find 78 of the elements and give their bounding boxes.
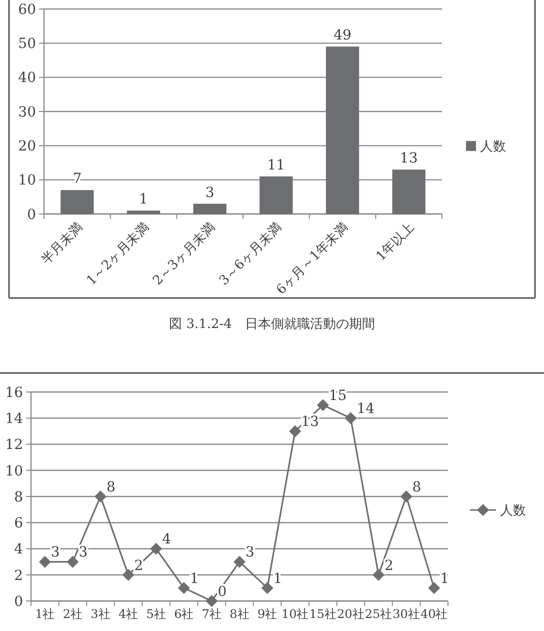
data-label: 1 (139, 192, 148, 208)
y-tick-label: 0 (14, 594, 23, 610)
y-tick-label: 14 (5, 411, 24, 428)
caption: 図 3.1.2-4 日本側就職活動の期間 (169, 317, 375, 332)
x-tick-label: 1年以上 (374, 220, 418, 264)
point (372, 568, 384, 581)
x-tick-label: 5社 (146, 607, 166, 621)
x-tick-label: 3社 (90, 607, 110, 621)
y-tick-label: 12 (5, 437, 23, 454)
y-tick-label: 2 (14, 568, 23, 584)
bar (193, 204, 226, 214)
x-tick-label: 4社 (118, 607, 138, 621)
x-tick-label: 7社 (202, 607, 222, 621)
x-tick-label: 30社 (392, 607, 420, 621)
point (261, 582, 274, 594)
data-label: 11 (267, 157, 286, 174)
x-tick-label: 1～2ヶ月未満 (84, 220, 152, 288)
x-tick-label: 20社 (337, 607, 364, 621)
data-label: 15 (328, 388, 347, 404)
y-tick-label: 16 (5, 384, 24, 401)
x-tick-label: 1社 (35, 607, 55, 621)
data-label: 8 (106, 479, 116, 496)
y-tick-label: 8 (14, 489, 23, 506)
y-tick-label: 30 (18, 104, 36, 120)
legend-label: 人数 (480, 140, 506, 155)
x-tick-label: 25社 (364, 607, 392, 621)
bar (392, 170, 426, 214)
data-label: 1 (273, 570, 282, 587)
data-label: 3 (50, 544, 60, 561)
point (178, 582, 190, 594)
data-label: 8 (412, 479, 422, 496)
bar (326, 46, 360, 214)
x-tick-label: 10社 (281, 607, 309, 621)
x-tick-label: 40社 (420, 607, 448, 621)
bar (260, 176, 293, 214)
x-tick-label: 2社 (62, 607, 83, 621)
data-label: 4 (162, 532, 172, 548)
data-label: 3 (246, 544, 254, 561)
data-label: 3 (205, 184, 214, 201)
x-tick-label: 8社 (230, 607, 250, 621)
data-label: 14 (356, 401, 375, 418)
data-label: 1 (190, 570, 199, 587)
point (122, 568, 134, 581)
bar (126, 210, 160, 214)
y-tick-label: 60 (18, 2, 36, 18)
y-tick-label: 6 (14, 516, 24, 532)
point (234, 556, 246, 568)
data-label: 2 (384, 558, 394, 574)
y-tick-label: 0 (27, 206, 36, 223)
point (289, 425, 302, 438)
x-tick-label: 15社 (309, 607, 337, 621)
point (66, 556, 79, 568)
data-label: 49 (334, 28, 352, 44)
y-tick-label: 10 (5, 463, 23, 480)
point (400, 490, 412, 502)
x-tick-label: 半月未満 (38, 220, 86, 268)
data-label: 3 (78, 544, 88, 561)
legend-label: 人数 (500, 504, 526, 519)
x-tick-label: 2～3ヶ月未満 (150, 220, 219, 288)
point (428, 582, 440, 594)
y-tick-label: 50 (18, 36, 36, 52)
point (344, 412, 357, 424)
y-tick-label: 20 (18, 138, 36, 155)
bar (60, 190, 94, 214)
point (38, 556, 51, 568)
data-label: 1 (440, 570, 450, 587)
x-tick-label: 6社 (174, 607, 194, 621)
data-label: 0 (218, 584, 227, 600)
y-tick-label: 40 (18, 70, 36, 86)
point (150, 542, 162, 555)
y-tick-label: 10 (18, 172, 36, 189)
point (94, 490, 106, 502)
y-tick-label: 4 (14, 542, 24, 558)
data-label: 13 (400, 150, 418, 167)
data-label: 13 (301, 414, 319, 430)
point (206, 595, 218, 607)
x-tick-label: 9社 (257, 607, 278, 621)
point (316, 399, 329, 412)
